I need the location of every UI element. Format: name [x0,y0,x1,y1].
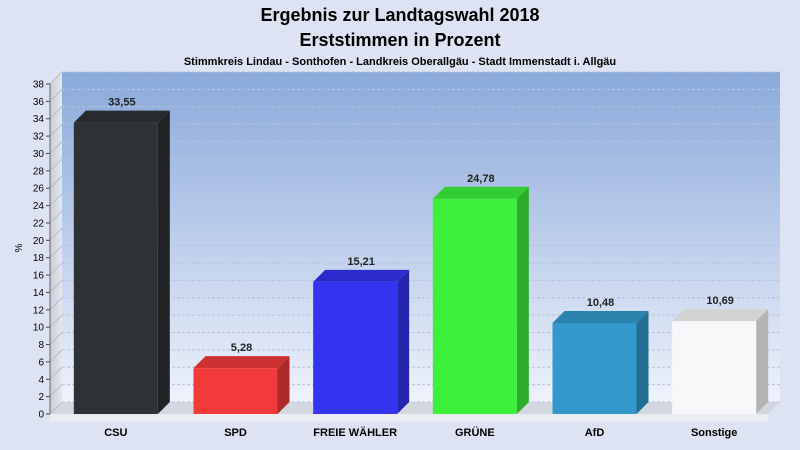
value-label: 15,21 [347,256,375,268]
y-tick-label: 14 [33,288,45,299]
y-tick-label: 18 [33,253,45,264]
x-tick-label: SPD [224,427,247,439]
bar-gr-ne [432,198,517,414]
x-tick-label: Sonstige [691,427,737,439]
gridline-side [49,384,63,397]
y-tick-label: 10 [33,323,45,334]
gridline-side [49,123,63,137]
y-tick-label: 22 [33,218,45,229]
y-tick-label: 8 [38,340,44,351]
y-tick-label: 4 [38,375,44,386]
gridline-side [49,210,63,224]
bar-side [516,186,529,414]
bar-top [672,309,769,322]
bar-csu [73,122,158,414]
value-label: 10,69 [706,295,734,307]
gridline-side [49,158,63,172]
y-tick-label: 24 [33,201,45,212]
gridline-side [49,297,63,311]
chart-subsubtitle: Stimmkreis Lindau - Sonthofen - Landkrei… [184,56,616,68]
value-label: 10,48 [587,297,615,309]
gridline-side [49,227,63,241]
bar-side [157,110,170,414]
plot-floor-front [50,414,768,422]
gridline-side [49,106,63,120]
gridline-side [49,349,63,363]
x-tick-label: FREIE WÄHLER [313,426,397,439]
gridline-side [49,71,63,85]
gridline-side [49,245,63,259]
y-tick-label: 34 [33,114,45,125]
x-tick-label: CSU [104,427,127,439]
gridline-side [49,89,63,102]
gridline-side [49,262,63,276]
x-tick-label: AfD [585,427,605,439]
y-tick-label: 38 [33,80,45,91]
y-tick-label: 26 [33,184,45,195]
bar-side [636,310,649,414]
y-tick-label: 6 [38,357,44,368]
bar-top [432,186,529,199]
bar-sonstige [672,321,757,414]
gridline-side [49,193,63,206]
value-label: 24,78 [467,173,495,185]
bar-side [277,356,290,414]
bar-spd [193,368,278,414]
y-tick-label: 12 [33,305,45,316]
y-axis-label: % [14,243,25,252]
gridline-side [49,401,63,415]
chart-title: Ergebnis zur Landtagswahl 2018 [260,5,539,25]
bar-freie-w-hler [313,281,398,414]
y-tick-label: 2 [38,392,44,403]
bar-afd [552,322,637,414]
bar-side [756,309,769,414]
plot-background [62,72,780,402]
y-tick-label: 30 [33,149,45,160]
bar-top [73,110,170,123]
y-tick-label: 0 [38,410,44,421]
bar-top [313,269,410,282]
gridline-side [49,314,63,328]
y-tick-label: 20 [33,236,45,247]
y-tick-label: 32 [33,132,45,143]
chart-subtitle: Erststimmen in Prozent [299,30,500,50]
bar-side [397,269,410,414]
value-label: 33,55 [108,97,136,109]
plot-left-wall [50,72,62,414]
bar-top [193,356,290,369]
y-tick-label: 36 [33,97,45,108]
bar-top [552,310,649,323]
gridline-side [49,366,63,380]
x-tick-label: GRÜNE [455,426,495,439]
value-label: 5,28 [231,342,252,354]
y-tick-label: 16 [33,271,45,282]
gridline-side [49,141,63,154]
gridline-side [49,175,63,189]
gridline-side [49,280,63,293]
gridline-side [49,332,63,345]
y-tick-label: 28 [33,166,45,177]
